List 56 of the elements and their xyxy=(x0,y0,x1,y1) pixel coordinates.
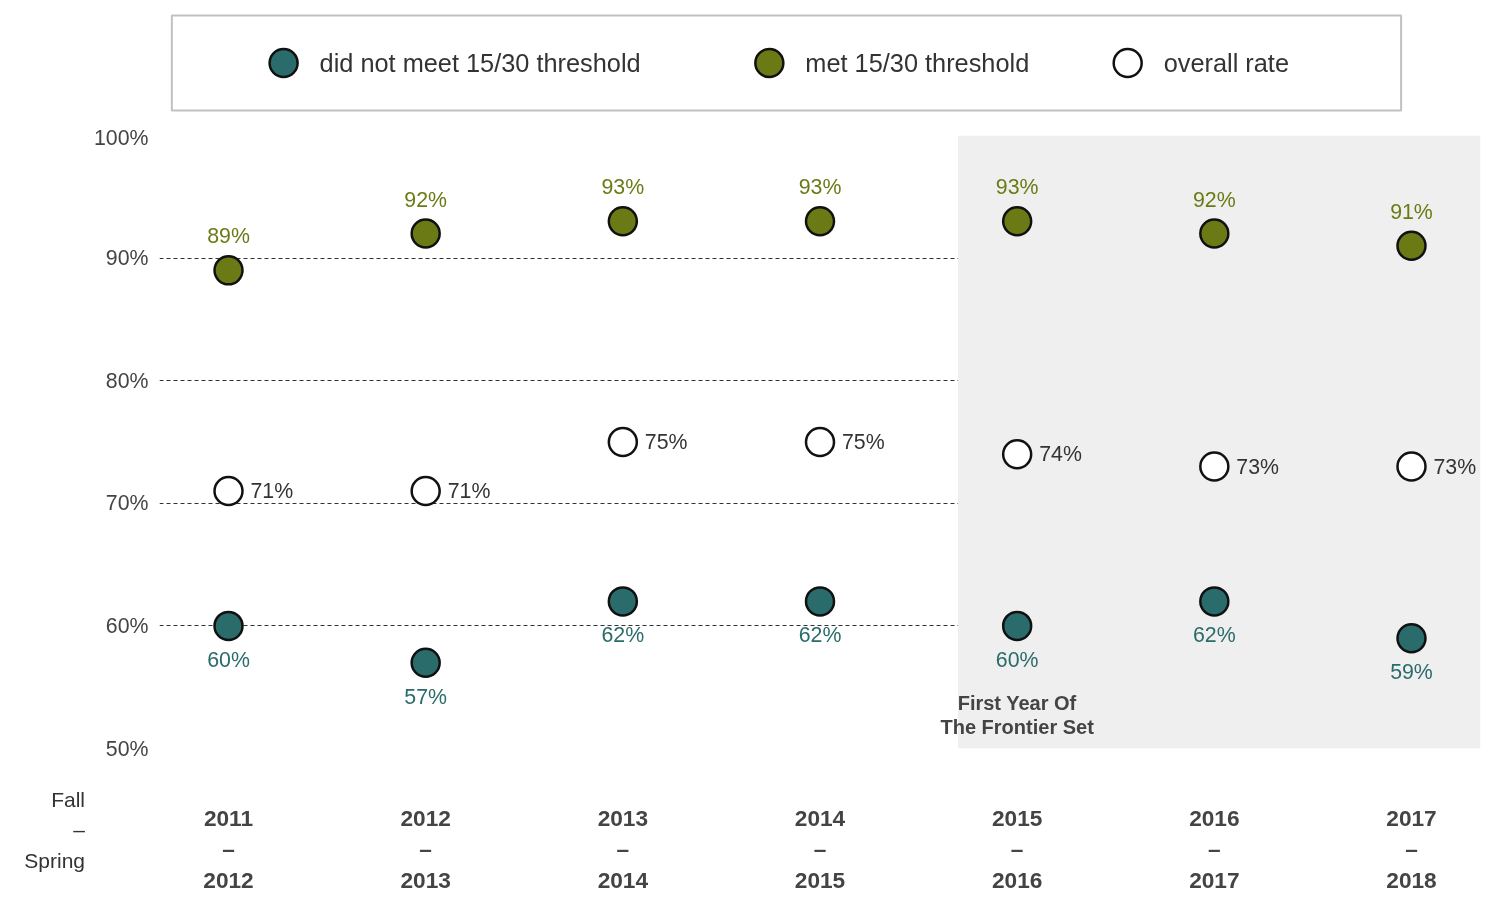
data-label: 73% xyxy=(1433,454,1477,479)
data-label: 92% xyxy=(404,187,448,212)
data-label: 59% xyxy=(1390,660,1433,685)
data-label: 57% xyxy=(404,684,448,709)
data-label: 92% xyxy=(1192,187,1236,212)
point xyxy=(1001,206,1033,237)
data-label: 71% xyxy=(250,479,294,504)
data-label: 74% xyxy=(1039,442,1082,467)
x-axis-title: Fall – Spring xyxy=(24,787,85,874)
data-label: 73% xyxy=(1236,454,1280,479)
x-tick-label: 2016 – 2017 xyxy=(1189,804,1240,893)
point xyxy=(1396,622,1427,654)
data-label: 60% xyxy=(995,647,1039,672)
y-tick-label: 60% xyxy=(105,613,149,638)
point xyxy=(1199,451,1230,482)
data-label: 91% xyxy=(1390,199,1433,224)
y-tick-label: 80% xyxy=(105,368,149,393)
y-tick-label: 90% xyxy=(105,246,149,271)
point xyxy=(1001,610,1033,642)
x-tick-label: 2011 – 2012 xyxy=(203,804,254,893)
y-tick-label: 50% xyxy=(105,736,149,761)
x-tick-label: 2015 – 2016 xyxy=(991,804,1043,893)
point xyxy=(1396,451,1427,482)
point xyxy=(410,647,441,678)
data-label: 93% xyxy=(601,175,645,200)
data-label: 89% xyxy=(207,224,250,249)
data-label: 62% xyxy=(601,623,645,648)
point xyxy=(213,255,244,286)
point xyxy=(1199,586,1230,617)
y-tick-label: 70% xyxy=(105,491,149,516)
data-label: 60% xyxy=(207,647,250,672)
band-label: First Year Of The Frontier Set xyxy=(940,692,1095,739)
data-label: 93% xyxy=(798,175,842,200)
data-label: 75% xyxy=(644,430,688,454)
data-label: 75% xyxy=(842,430,885,454)
point xyxy=(213,610,244,642)
x-tick-label: 2017 – 2018 xyxy=(1386,804,1437,893)
data-label: 93% xyxy=(995,175,1039,200)
legend-label: did not meet 15/30 threshold xyxy=(319,49,641,77)
data-label: 62% xyxy=(798,623,842,648)
point xyxy=(607,206,639,237)
x-tick-label: 2014 – 2015 xyxy=(794,804,846,893)
point xyxy=(1001,439,1033,470)
x-tick-label: 2012 – 2013 xyxy=(400,804,451,893)
data-label: 62% xyxy=(1192,623,1236,648)
legend-label: met 15/30 threshold xyxy=(805,49,1030,77)
point xyxy=(804,206,836,237)
data-label: 71% xyxy=(447,479,491,504)
point xyxy=(804,586,836,617)
x-tick-label: 2013 – 2014 xyxy=(597,804,649,893)
point xyxy=(1396,230,1427,262)
point xyxy=(410,218,441,249)
point xyxy=(607,586,639,617)
y-tick-label: 100% xyxy=(93,125,149,150)
legend-label: overall rate xyxy=(1163,49,1289,77)
point xyxy=(1199,218,1230,249)
